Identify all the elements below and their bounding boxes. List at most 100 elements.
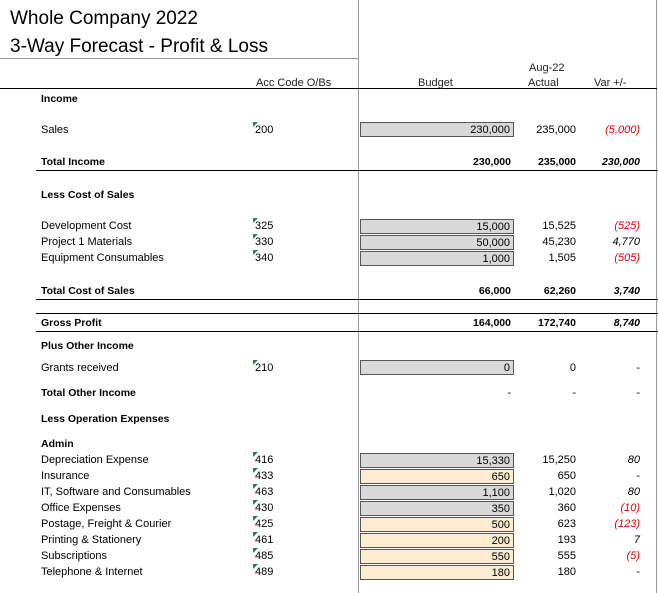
header-budget: Budget xyxy=(418,77,453,89)
gross-profit-top-rule xyxy=(36,313,658,314)
budget-input-tel[interactable]: 180 xyxy=(360,565,514,580)
header-month: Aug-22 xyxy=(529,62,565,74)
budget-input-depr[interactable]: 15,330 xyxy=(360,453,514,468)
row-label-proj-mat: Project 1 Materials xyxy=(41,236,133,248)
gross-profit-var: 8,740 xyxy=(613,317,640,329)
gross-profit-actual: 172,740 xyxy=(538,317,576,329)
acc-code-tel: 489 xyxy=(252,564,274,578)
header-acc-code: Acc Code O/Bs xyxy=(256,77,332,89)
actual-sales: 235,000 xyxy=(536,124,576,136)
var-it: 80 xyxy=(627,486,640,498)
var-equip: (505) xyxy=(614,252,640,264)
row-label-equip: Equipment Consumables xyxy=(41,252,164,264)
acc-code-printing: 461 xyxy=(252,532,274,546)
total-other-var: - xyxy=(636,387,640,399)
gross-profit-budget: 164,000 xyxy=(473,317,511,329)
gross-profit-label: Gross Profit xyxy=(41,317,102,329)
row-label-dev-cost: Development Cost xyxy=(41,220,132,232)
row-label-tel: Telephone & Internet xyxy=(41,566,143,578)
budget-input-office[interactable]: 350 xyxy=(360,501,514,516)
actual-printing: 193 xyxy=(557,534,576,546)
acc-code-equip: 340 xyxy=(252,250,274,264)
budget-input-sales[interactable]: 230,000 xyxy=(360,122,514,137)
budget-input-postage[interactable]: 500 xyxy=(360,517,514,532)
var-subs: (5) xyxy=(626,550,640,562)
header-actual: Actual xyxy=(528,77,559,89)
acc-code-it: 463 xyxy=(252,484,274,498)
acc-code-grants: 210 xyxy=(252,360,274,374)
var-sales: (5,000) xyxy=(605,124,640,136)
var-grants: - xyxy=(636,362,640,374)
row-label-printing: Printing & Stationery xyxy=(41,534,142,546)
gross-profit-bottom-rule xyxy=(36,331,658,332)
acc-code-proj-mat: 330 xyxy=(252,234,274,248)
budget-input-it[interactable]: 1,100 xyxy=(360,485,514,500)
row-label-it: IT, Software and Consumables xyxy=(41,486,191,498)
acc-code-subs: 485 xyxy=(252,548,274,562)
total-other-budget: - xyxy=(507,387,511,399)
actual-subs: 555 xyxy=(557,550,576,562)
row-label-office: Office Expenses xyxy=(41,502,121,514)
row-label-grants: Grants received xyxy=(41,362,119,374)
var-printing: 7 xyxy=(633,534,640,546)
total-cost-var: 3,740 xyxy=(613,285,640,297)
section-plus-other: Plus Other Income xyxy=(41,340,134,352)
var-insurance: - xyxy=(636,470,640,482)
actual-tel: 180 xyxy=(557,566,576,578)
actual-depr: 15,250 xyxy=(542,454,576,466)
budget-input-proj-mat[interactable]: 50,000 xyxy=(360,235,514,250)
section-income: Income xyxy=(41,93,78,105)
budget-input-subs[interactable]: 550 xyxy=(360,549,514,564)
header-variance: Var +/- xyxy=(594,77,627,89)
acc-code-postage: 425 xyxy=(252,516,274,530)
var-proj-mat: 4,770 xyxy=(612,236,640,248)
total-cost-rule xyxy=(36,299,658,300)
row-label-sales: Sales xyxy=(41,124,69,136)
section-less-opex: Less Operation Expenses xyxy=(41,413,170,425)
actual-dev-cost: 15,525 xyxy=(542,220,576,232)
budget-input-printing[interactable]: 200 xyxy=(360,533,514,548)
var-depr: 80 xyxy=(627,454,640,466)
actual-it: 1,020 xyxy=(548,486,576,498)
actual-insurance: 650 xyxy=(557,470,576,482)
column-divider xyxy=(358,0,359,593)
var-tel: - xyxy=(636,566,640,578)
section-less-cost: Less Cost of Sales xyxy=(41,189,135,201)
budget-input-equip[interactable]: 1,000 xyxy=(360,251,514,266)
total-income-var: 230,000 xyxy=(602,156,640,168)
section-admin: Admin xyxy=(41,438,74,450)
var-postage: (123) xyxy=(614,518,640,530)
var-office: (10) xyxy=(620,502,640,514)
header-rule xyxy=(0,88,657,89)
title-rule xyxy=(0,58,358,59)
actual-equip: 1,505 xyxy=(548,252,576,264)
row-label-postage: Postage, Freight & Courier xyxy=(41,518,172,530)
total-income-budget: 230,000 xyxy=(473,156,511,168)
total-income-label: Total Income xyxy=(41,156,105,168)
var-dev-cost: (525) xyxy=(614,220,640,232)
total-income-actual: 235,000 xyxy=(538,156,576,168)
budget-input-dev-cost[interactable]: 15,000 xyxy=(360,219,514,234)
acc-code-depr: 416 xyxy=(252,452,274,466)
budget-input-grants[interactable]: 0 xyxy=(360,360,514,375)
budget-input-insurance[interactable]: 650 xyxy=(360,469,514,484)
acc-code-sales: 200 xyxy=(252,122,274,136)
actual-office: 360 xyxy=(557,502,576,514)
row-label-subs: Subscriptions xyxy=(41,550,108,562)
total-other-label: Total Other Income xyxy=(41,387,136,399)
acc-code-insurance: 433 xyxy=(252,468,274,482)
actual-grants: 0 xyxy=(569,362,576,374)
column-divider-right xyxy=(656,0,657,593)
acc-code-dev-cost: 325 xyxy=(252,218,274,232)
report-subtitle: 3-Way Forecast - Profit & Loss xyxy=(10,36,268,57)
total-cost-budget: 66,000 xyxy=(478,285,511,297)
row-label-insurance: Insurance xyxy=(41,470,90,482)
acc-code-office: 430 xyxy=(252,500,274,514)
total-cost-actual: 62,260 xyxy=(543,285,576,297)
actual-postage: 623 xyxy=(557,518,576,530)
total-other-actual: - xyxy=(572,387,576,399)
report-title: Whole Company 2022 xyxy=(10,8,198,29)
total-income-rule xyxy=(36,170,658,171)
row-label-depr: Depreciation Expense xyxy=(41,454,149,466)
actual-proj-mat: 45,230 xyxy=(542,236,576,248)
